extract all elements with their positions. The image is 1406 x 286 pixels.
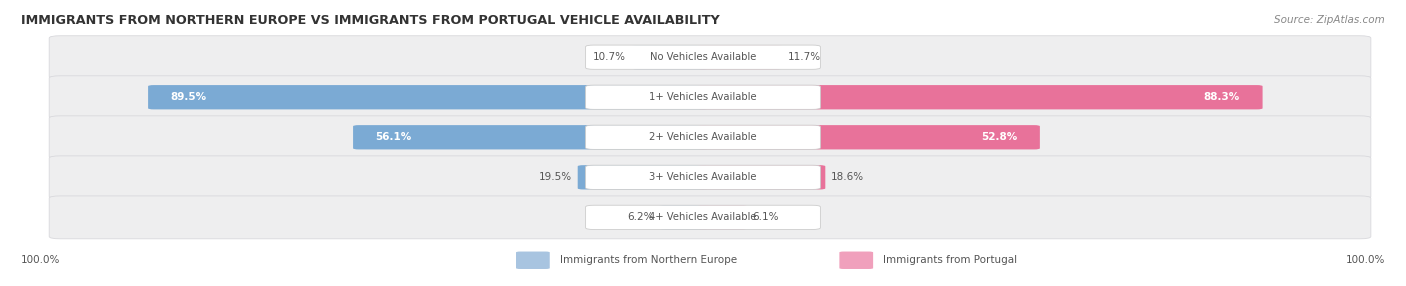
Text: 1+ Vehicles Available: 1+ Vehicles Available	[650, 92, 756, 102]
Text: 88.3%: 88.3%	[1204, 92, 1240, 102]
Text: Source: ZipAtlas.com: Source: ZipAtlas.com	[1274, 15, 1385, 25]
Text: 100.0%: 100.0%	[21, 255, 60, 265]
FancyBboxPatch shape	[585, 45, 821, 69]
FancyBboxPatch shape	[697, 165, 825, 189]
FancyBboxPatch shape	[697, 45, 782, 69]
Text: 3+ Vehicles Available: 3+ Vehicles Available	[650, 172, 756, 182]
Text: 56.1%: 56.1%	[375, 132, 412, 142]
FancyBboxPatch shape	[697, 205, 747, 229]
Text: 52.8%: 52.8%	[981, 132, 1018, 142]
Text: 11.7%: 11.7%	[787, 52, 821, 62]
Text: 10.7%: 10.7%	[593, 52, 626, 62]
FancyBboxPatch shape	[697, 85, 1263, 110]
FancyBboxPatch shape	[839, 252, 873, 269]
FancyBboxPatch shape	[49, 36, 1371, 79]
FancyBboxPatch shape	[697, 125, 1040, 149]
Text: 19.5%: 19.5%	[538, 172, 572, 182]
FancyBboxPatch shape	[585, 205, 821, 229]
FancyBboxPatch shape	[353, 125, 709, 149]
Text: 6.2%: 6.2%	[627, 212, 654, 222]
Text: Immigrants from Portugal: Immigrants from Portugal	[883, 255, 1017, 265]
FancyBboxPatch shape	[516, 252, 550, 269]
Text: No Vehicles Available: No Vehicles Available	[650, 52, 756, 62]
FancyBboxPatch shape	[49, 116, 1371, 159]
FancyBboxPatch shape	[585, 85, 821, 109]
Text: 2+ Vehicles Available: 2+ Vehicles Available	[650, 132, 756, 142]
FancyBboxPatch shape	[148, 85, 709, 110]
Text: 4+ Vehicles Available: 4+ Vehicles Available	[650, 212, 756, 222]
Text: IMMIGRANTS FROM NORTHERN EUROPE VS IMMIGRANTS FROM PORTUGAL VEHICLE AVAILABILITY: IMMIGRANTS FROM NORTHERN EUROPE VS IMMIG…	[21, 13, 720, 27]
Text: 6.1%: 6.1%	[752, 212, 779, 222]
Text: 89.5%: 89.5%	[170, 92, 207, 102]
FancyBboxPatch shape	[585, 125, 821, 149]
FancyBboxPatch shape	[49, 156, 1371, 199]
FancyBboxPatch shape	[49, 196, 1371, 239]
FancyBboxPatch shape	[631, 45, 709, 69]
FancyBboxPatch shape	[659, 205, 709, 229]
FancyBboxPatch shape	[49, 76, 1371, 119]
FancyBboxPatch shape	[585, 165, 821, 189]
FancyBboxPatch shape	[578, 165, 709, 189]
Text: 100.0%: 100.0%	[1346, 255, 1385, 265]
Text: Immigrants from Northern Europe: Immigrants from Northern Europe	[560, 255, 737, 265]
Text: 18.6%: 18.6%	[831, 172, 865, 182]
